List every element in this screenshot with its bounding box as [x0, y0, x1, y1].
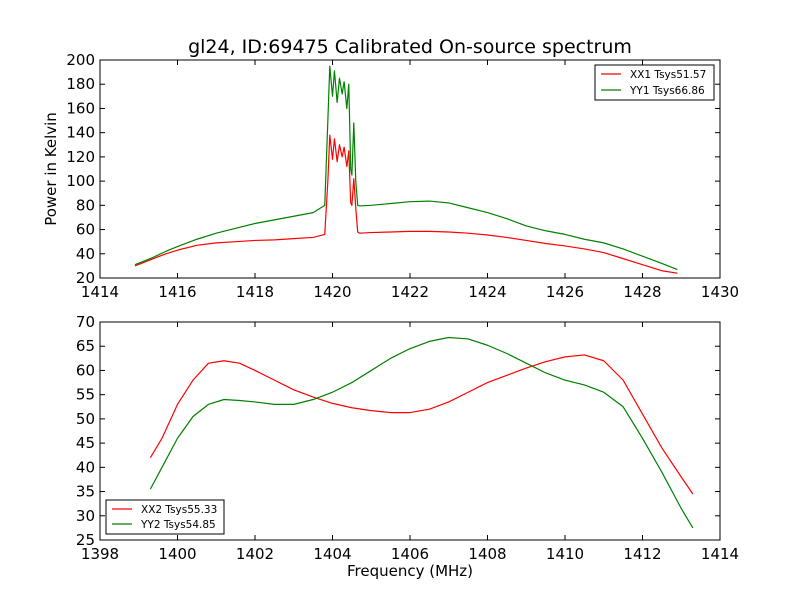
bottom-plot-ticks: 1398 1400 1402 1404 1406 1408 1410 1412 1414 25 30… — [76, 313, 739, 563]
top-plot-frame — [99, 59, 721, 279]
x-tick-label: 1410 — [546, 545, 584, 563]
y-tick-label: 35 — [76, 483, 95, 501]
bottom-plot-frame — [99, 321, 721, 541]
x-tick-label: 1420 — [313, 283, 351, 301]
x-tick-label: 1406 — [391, 545, 429, 563]
series-line-xx2 — [149, 354, 694, 495]
x-tick-label: 1408 — [468, 545, 506, 563]
x-tick-label: 1402 — [236, 545, 274, 563]
x-tick-label: 1428 — [623, 283, 661, 301]
y-tick-label: 65 — [76, 337, 95, 355]
bottom-legend-label-xx2: XX2 Tsys55.33 — [141, 504, 217, 516]
series-line-yy1 — [134, 65, 678, 271]
x-tick-label: 1430 — [701, 283, 739, 301]
bottom-legend-box — [105, 499, 225, 535]
bottom-plot-xlabel: Frequency (MHz) — [347, 562, 473, 580]
y-tick-label: 55 — [76, 386, 95, 404]
y-tick-label: 40 — [76, 458, 95, 476]
x-tick-label: 1414 — [81, 283, 119, 301]
x-tick-label: 1424 — [468, 283, 506, 301]
y-tick-label: 50 — [76, 410, 95, 428]
y-tick-label: 200 — [66, 51, 95, 69]
x-tick-label: 1418 — [236, 283, 274, 301]
y-tick-label: 20 — [76, 269, 95, 287]
series-line-yy2 — [149, 336, 694, 529]
y-tick-label: 120 — [66, 148, 95, 166]
y-tick-label: 140 — [66, 124, 95, 142]
top-plot-series — [134, 65, 678, 274]
y-tick-label: 60 — [76, 361, 95, 379]
bottom-plot-legend: XX2 Tsys55.33 YY2 Tsys54.85 — [105, 499, 225, 535]
bottom-legend-label-yy2: YY2 Tsys54.85 — [140, 519, 216, 531]
top-plot-legend: XX1 Tsys51.57 YY1 Tsys66.86 — [594, 64, 715, 101]
y-tick-label: 70 — [76, 313, 95, 331]
bottom-plot: Frequency (MHz) 1398 1400 1402 1404 1406 1408… — [76, 313, 739, 580]
top-plot: gl24, ID:69475 Calibrated On-source spec… — [42, 36, 739, 301]
y-tick-label: 45 — [76, 434, 95, 452]
x-tick-label: 1398 — [81, 545, 119, 563]
series-line-xx1 — [134, 134, 678, 274]
top-legend-box — [594, 64, 715, 101]
y-tick-label: 60 — [76, 221, 95, 239]
y-tick-label: 25 — [76, 531, 95, 549]
x-tick-label: 1404 — [313, 545, 351, 563]
top-plot-ticks: 1414 1416 1418 1420 1422 1424 1426 1428 1430 20 40… — [66, 51, 739, 301]
y-tick-label: 160 — [66, 99, 95, 117]
y-tick-label: 30 — [76, 507, 95, 525]
top-legend-label-xx1: XX1 Tsys51.57 — [630, 69, 706, 81]
x-tick-label: 1412 — [623, 545, 661, 563]
x-tick-label: 1416 — [158, 283, 196, 301]
x-tick-label: 1414 — [701, 545, 739, 563]
y-tick-label: 180 — [66, 75, 95, 93]
x-tick-label: 1426 — [546, 283, 584, 301]
bottom-plot-series — [149, 336, 694, 529]
x-tick-label: 1422 — [391, 283, 429, 301]
y-tick-label: 80 — [76, 196, 95, 214]
top-legend-label-yy1: YY1 Tsys66.86 — [629, 85, 705, 97]
top-plot-title: gl24, ID:69475 Calibrated On-source spec… — [188, 36, 632, 58]
x-tick-label: 1400 — [158, 545, 196, 563]
top-plot-ylabel: Power in Kelvin — [42, 112, 60, 226]
y-tick-label: 40 — [76, 245, 95, 263]
y-tick-label: 100 — [66, 172, 95, 190]
